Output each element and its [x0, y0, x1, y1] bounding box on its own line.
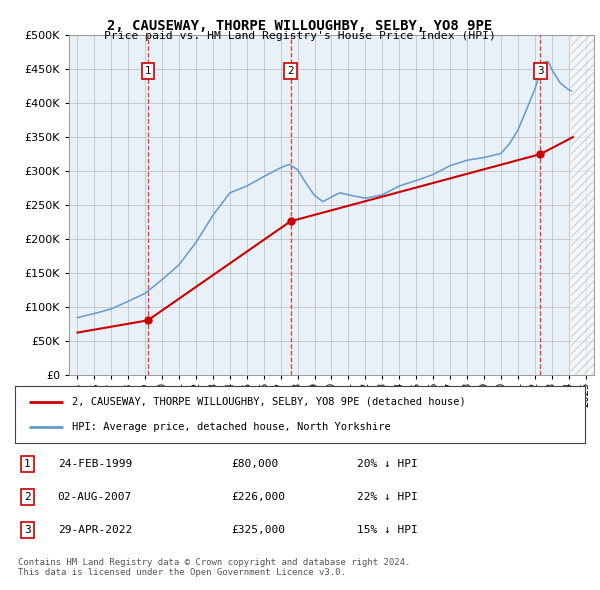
Text: 24-FEB-1999: 24-FEB-1999 — [58, 460, 132, 469]
Text: £325,000: £325,000 — [232, 525, 286, 535]
Text: HPI: Average price, detached house, North Yorkshire: HPI: Average price, detached house, Nort… — [72, 422, 391, 432]
Text: £226,000: £226,000 — [232, 492, 286, 502]
Text: 3: 3 — [537, 66, 544, 76]
Text: 3: 3 — [24, 525, 31, 535]
Text: 15% ↓ HPI: 15% ↓ HPI — [357, 525, 418, 535]
Text: £80,000: £80,000 — [232, 460, 279, 469]
Bar — [571, 35, 594, 375]
Text: 22% ↓ HPI: 22% ↓ HPI — [357, 492, 418, 502]
Text: 02-AUG-2007: 02-AUG-2007 — [58, 492, 132, 502]
Text: 2, CAUSEWAY, THORPE WILLOUGHBY, SELBY, YO8 9PE: 2, CAUSEWAY, THORPE WILLOUGHBY, SELBY, Y… — [107, 19, 493, 33]
Text: 20% ↓ HPI: 20% ↓ HPI — [357, 460, 418, 469]
Text: Price paid vs. HM Land Registry's House Price Index (HPI): Price paid vs. HM Land Registry's House … — [104, 31, 496, 41]
Text: 29-APR-2022: 29-APR-2022 — [58, 525, 132, 535]
Text: 1: 1 — [145, 66, 151, 76]
Text: 1: 1 — [24, 460, 31, 469]
Text: Contains HM Land Registry data © Crown copyright and database right 2024.
This d: Contains HM Land Registry data © Crown c… — [18, 558, 410, 577]
Text: 2: 2 — [24, 492, 31, 502]
Text: 2, CAUSEWAY, THORPE WILLOUGHBY, SELBY, YO8 9PE (detached house): 2, CAUSEWAY, THORPE WILLOUGHBY, SELBY, Y… — [72, 396, 466, 407]
Text: 2: 2 — [287, 66, 294, 76]
